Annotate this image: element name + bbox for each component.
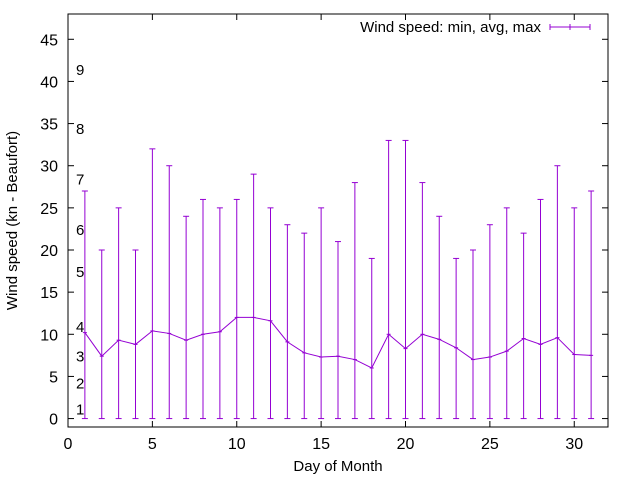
y-tick-label: 45 (40, 32, 58, 49)
beaufort-label: 9 (76, 62, 84, 79)
x-tick-label: 0 (64, 436, 73, 453)
y-tick-label: 30 (40, 159, 58, 176)
legend-label: Wind speed: min, avg, max (360, 19, 541, 36)
x-axis-title: Day of Month (293, 458, 382, 475)
x-tick-label: 15 (312, 436, 330, 453)
beaufort-label: 5 (76, 264, 84, 281)
beaufort-label: 4 (76, 319, 84, 336)
y-tick-label: 35 (40, 117, 58, 134)
chart-marks (81, 139, 595, 420)
beaufort-label: 6 (76, 222, 84, 239)
beaufort-label: 8 (76, 121, 84, 138)
beaufort-label: 7 (76, 171, 84, 188)
chart-legend: Wind speed: min, avg, max (360, 19, 591, 36)
x-tick-label: 10 (228, 436, 246, 453)
beaufort-label: 1 (76, 401, 84, 418)
x-tick-label: 30 (565, 436, 583, 453)
y-tick-label: 40 (40, 74, 58, 91)
y-tick-label: 20 (40, 243, 58, 260)
beaufort-label: 2 (76, 375, 84, 392)
x-tick-label: 25 (481, 436, 499, 453)
x-tick-label: 20 (397, 436, 415, 453)
y-tick-label: 10 (40, 327, 58, 344)
plot-frame (67, 13, 609, 428)
beaufort-label: 3 (76, 348, 84, 365)
y-tick-label: 25 (40, 201, 58, 218)
y-axis-title: Wind speed (kn - Beaufort) (4, 131, 21, 310)
x-tick-label: 5 (148, 436, 157, 453)
y-tick-label: 15 (40, 285, 58, 302)
y-tick-label: 0 (49, 412, 58, 429)
y-tick-label: 5 (49, 369, 58, 386)
